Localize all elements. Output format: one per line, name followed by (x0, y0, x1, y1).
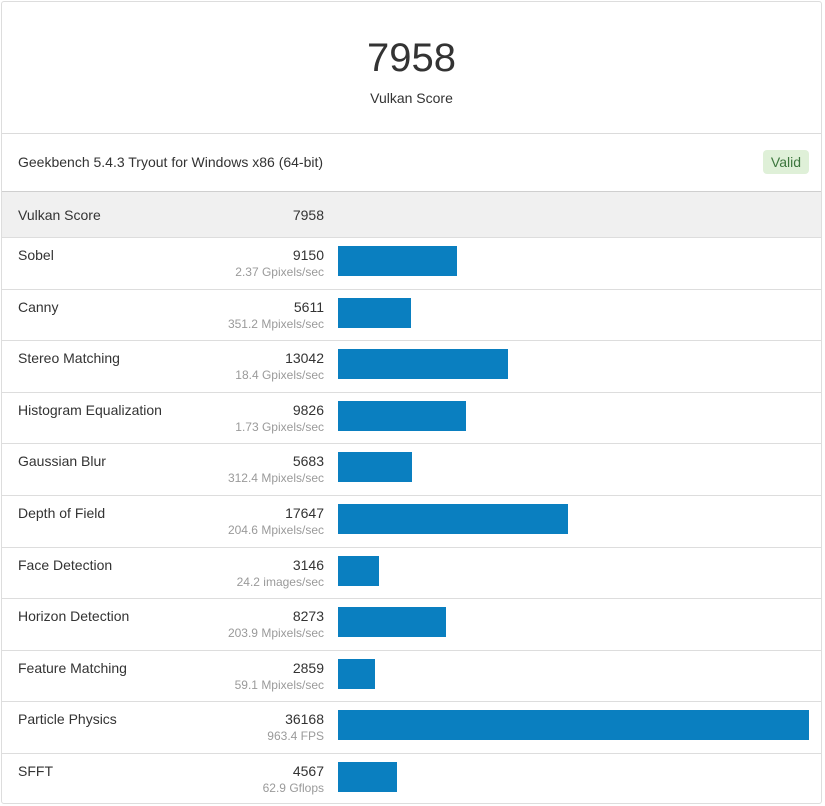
score-bar (338, 504, 568, 534)
workload-name: Depth of Field (18, 505, 106, 521)
workload-score: 9826 (292, 402, 324, 418)
score-bar (338, 401, 466, 431)
benchmark-info-row: Geekbench 5.4.3 Tryout for Windows x86 (… (2, 134, 821, 192)
workload-score: 8273 (292, 608, 324, 624)
workload-throughput: 2.37 Gpixels/sec (235, 265, 324, 279)
table-row: Depth of Field 17647 204.6 Mpixels/sec (2, 496, 821, 548)
score-bar (338, 452, 412, 482)
workload-name: Particle Physics (18, 711, 117, 727)
workload-throughput: 312.4 Mpixels/sec (227, 471, 324, 485)
table-row: Sobel 9150 2.37 Gpixels/sec (2, 238, 821, 290)
workload-name: Horizon Detection (18, 608, 130, 624)
table-row: Gaussian Blur 5683 312.4 Mpixels/sec (2, 444, 821, 496)
workload-name: Face Detection (18, 557, 113, 573)
workload-name: Gaussian Blur (18, 453, 106, 469)
summary-name: Vulkan Score (18, 207, 101, 223)
score-bar (338, 710, 809, 740)
score-bar (338, 556, 379, 586)
score-bar (338, 349, 508, 379)
workload-throughput: 351.2 Mpixels/sec (227, 317, 324, 331)
workload-score: 9150 (292, 247, 324, 263)
summary-row: Vulkan Score 7958 (2, 192, 821, 238)
table-row: Canny 5611 351.2 Mpixels/sec (2, 290, 821, 341)
workload-throughput: 1.73 Gpixels/sec (235, 420, 324, 434)
workload-name: Histogram Equalization (18, 402, 162, 418)
table-row: Particle Physics 36168 963.4 FPS (2, 702, 821, 754)
workload-name: Feature Matching (18, 660, 127, 676)
score-header: 7958 Vulkan Score (2, 2, 821, 134)
score-bar (338, 659, 375, 689)
workload-throughput: 59.1 Mpixels/sec (234, 678, 324, 692)
table-row: Stereo Matching 13042 18.4 Gpixels/sec (2, 341, 821, 393)
overall-score: 7958 (367, 36, 456, 80)
workload-name: Canny (18, 299, 59, 315)
workload-name: Stereo Matching (18, 350, 120, 366)
workload-throughput: 18.4 Gpixels/sec (235, 368, 324, 382)
workload-throughput: 963.4 FPS (267, 729, 324, 743)
benchmark-version-text: Geekbench 5.4.3 Tryout for Windows x86 (… (18, 154, 324, 170)
workload-score: 5611 (293, 299, 324, 315)
workload-throughput: 203.9 Mpixels/sec (227, 626, 324, 640)
workload-score: 36168 (285, 711, 324, 727)
workload-score: 5683 (292, 453, 324, 469)
score-label: Vulkan Score (370, 90, 453, 106)
table-row: SFFT 4567 62.9 Gflops (2, 754, 821, 802)
table-row: Horizon Detection 8273 203.9 Mpixels/sec (2, 599, 821, 651)
valid-badge: Valid (762, 150, 809, 174)
score-bar (338, 246, 457, 276)
score-bar (338, 607, 446, 637)
workload-name: Sobel (18, 247, 54, 263)
table-row: Histogram Equalization 9826 1.73 Gpixels/s… (2, 393, 821, 444)
summary-score: 7958 (292, 207, 324, 223)
score-bar (338, 762, 397, 792)
workload-score: 17647 (285, 505, 324, 521)
workload-throughput: 62.9 Gflops (262, 781, 324, 795)
workload-score: 2859 (292, 660, 324, 676)
workload-list: Sobel 9150 2.37 Gpixels/sec Canny 5611 351.2 … (2, 238, 821, 802)
workload-score: 3146 (292, 557, 324, 573)
workload-throughput: 24.2 images/sec (236, 575, 324, 589)
score-bar (338, 298, 411, 328)
workload-score: 4567 (292, 763, 324, 779)
workload-throughput: 204.6 Mpixels/sec (227, 523, 324, 537)
workload-name: SFFT (18, 763, 53, 779)
workload-score: 13042 (285, 350, 324, 366)
table-row: Feature Matching 2859 59.1 Mpixels/sec (2, 651, 821, 702)
table-row: Face Detection 3146 24.2 images/sec (2, 548, 821, 599)
